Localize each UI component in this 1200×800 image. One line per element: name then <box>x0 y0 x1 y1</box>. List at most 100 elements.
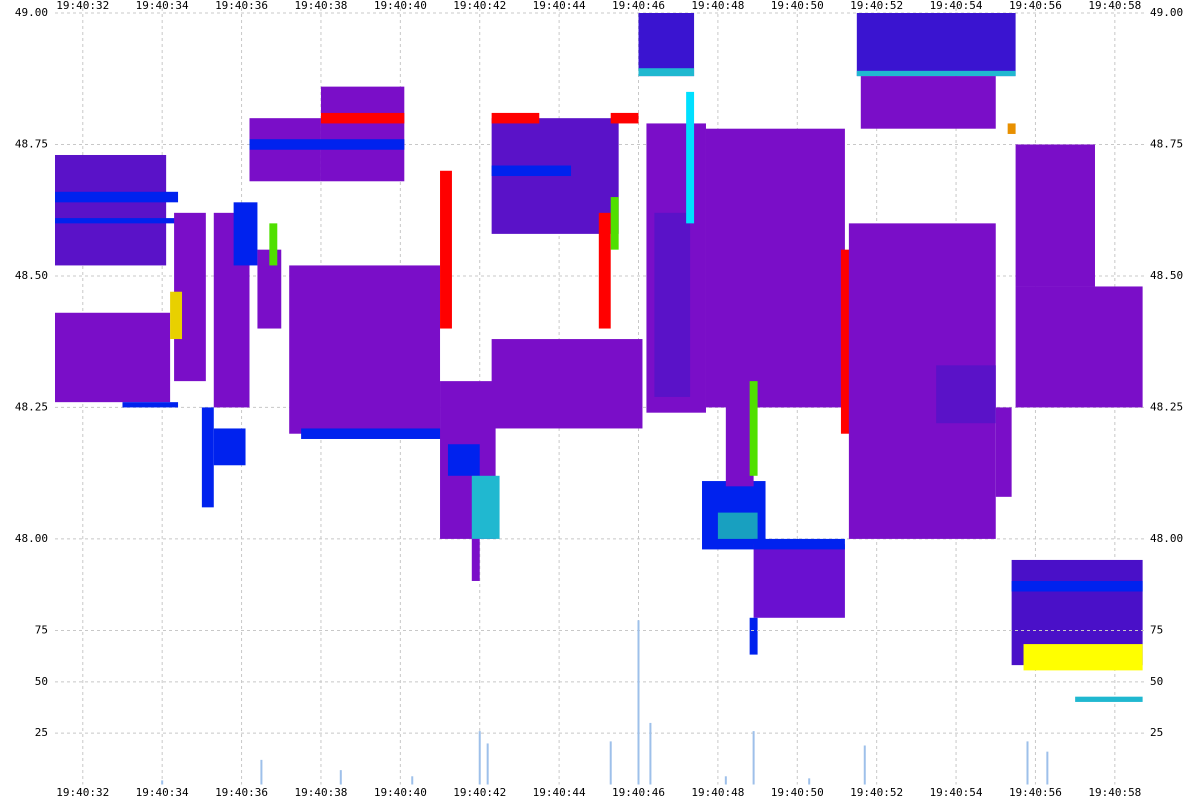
volume-bar <box>1046 751 1049 785</box>
depth-block <box>257 249 282 329</box>
depth-block <box>447 444 480 476</box>
y-tick-label-right: 48.50 <box>1150 269 1183 282</box>
x-tick-label-bottom: 19:40:36 <box>215 786 268 799</box>
depth-block <box>936 365 996 424</box>
x-tick-label-bottom: 19:40:32 <box>56 786 109 799</box>
depth-block <box>753 538 845 550</box>
x-tick-label-top: 19:40:42 <box>453 0 506 12</box>
volume-tick-label-left: 25 <box>35 726 48 739</box>
depth-block <box>610 112 639 124</box>
y-tick-label-left: 48.25 <box>15 400 48 413</box>
depth-block <box>491 112 540 124</box>
x-tick-label-bottom: 19:40:46 <box>612 786 665 799</box>
x-tick-label-top: 19:40:54 <box>930 0 983 12</box>
depth-block <box>269 223 278 266</box>
volume-bar <box>863 745 866 785</box>
x-tick-label-top: 19:40:32 <box>56 0 109 12</box>
depth-block <box>638 68 695 77</box>
depth-block <box>471 538 480 581</box>
volume-bar <box>724 776 727 785</box>
depth-block <box>1015 286 1143 408</box>
depth-block <box>610 197 619 250</box>
volume-bar <box>609 741 612 785</box>
volume-bar <box>649 722 652 785</box>
depth-block <box>1011 580 1143 592</box>
depth-block <box>55 218 183 224</box>
depth-block <box>491 165 572 177</box>
depth-block <box>491 339 643 429</box>
volume-bar <box>637 620 640 785</box>
x-tick-label-bottom: 19:40:54 <box>930 786 983 799</box>
y-tick-label-right: 48.00 <box>1150 532 1183 545</box>
x-tick-label-bottom: 19:40:38 <box>294 786 347 799</box>
depth-block <box>249 139 405 150</box>
x-tick-label-top: 19:40:34 <box>136 0 189 12</box>
x-tick-label-top: 19:40:50 <box>771 0 824 12</box>
depth-block <box>471 475 500 539</box>
x-tick-label-top: 19:40:48 <box>691 0 744 12</box>
x-tick-label-top: 19:40:40 <box>374 0 427 12</box>
volume-tick-label-right: 25 <box>1150 726 1163 739</box>
x-tick-label-bottom: 19:40:58 <box>1088 786 1141 799</box>
y-tick-label-right: 49.00 <box>1150 6 1183 19</box>
depth-block <box>1007 123 1016 134</box>
volume-bar <box>161 780 164 785</box>
y-tick-label-right: 48.75 <box>1150 137 1183 150</box>
depth-block <box>55 191 179 203</box>
depth-block <box>122 402 179 408</box>
depth-block <box>1015 144 1095 287</box>
volume-tick-label-right: 50 <box>1150 675 1163 688</box>
volume-bar <box>486 743 489 785</box>
volume-bar <box>478 731 481 785</box>
y-tick-label-right: 48.25 <box>1150 400 1183 413</box>
y-tick-label-left: 48.75 <box>15 137 48 150</box>
depth-block <box>320 112 405 124</box>
x-tick-label-bottom: 19:40:40 <box>374 786 427 799</box>
depth-block <box>725 354 754 487</box>
depth-block <box>1023 644 1143 671</box>
depth-block <box>856 12 1016 77</box>
depth-block <box>717 512 758 539</box>
x-tick-label-top: 19:40:58 <box>1088 0 1141 12</box>
depth-block <box>749 381 758 476</box>
volume-bar <box>411 776 414 785</box>
depth-block <box>55 312 171 403</box>
volume-bar <box>339 770 342 785</box>
x-tick-label-top: 19:40:56 <box>1009 0 1062 12</box>
depth-block <box>440 170 452 329</box>
y-tick-label-left: 48.50 <box>15 269 48 282</box>
x-tick-label-top: 19:40:36 <box>215 0 268 12</box>
depth-block <box>201 407 214 508</box>
y-tick-label-left: 48.00 <box>15 532 48 545</box>
volume-tick-label-left: 50 <box>35 675 48 688</box>
volume-tick-label-left: 75 <box>35 624 48 637</box>
y-tick-label-left: 49.00 <box>15 6 48 19</box>
x-tick-label-bottom: 19:40:34 <box>136 786 189 799</box>
volume-bar <box>752 731 755 785</box>
x-tick-label-bottom: 19:40:48 <box>691 786 744 799</box>
depth-block <box>995 407 1012 497</box>
depth-block <box>860 76 996 129</box>
x-tick-label-bottom: 19:40:50 <box>771 786 824 799</box>
x-tick-label-top: 19:40:46 <box>612 0 665 12</box>
depth-block <box>213 428 246 466</box>
x-tick-label-bottom: 19:40:56 <box>1009 786 1062 799</box>
x-tick-label-top: 19:40:44 <box>533 0 586 12</box>
depth-block <box>749 617 758 655</box>
volume-tick-label-right: 75 <box>1150 624 1163 637</box>
x-tick-label-bottom: 19:40:44 <box>533 786 586 799</box>
depth-block <box>598 212 611 329</box>
depth-block <box>840 249 853 434</box>
depth-block <box>638 12 695 77</box>
depth-block <box>289 265 441 434</box>
depth-block <box>55 154 167 266</box>
depth-block <box>320 86 405 182</box>
depth-block <box>753 544 845 618</box>
volume-bar <box>260 759 263 785</box>
depth-block <box>856 70 1016 77</box>
x-tick-label-top: 19:40:52 <box>850 0 903 12</box>
depth-block <box>654 212 691 397</box>
depth-block <box>233 202 258 266</box>
x-tick-label-bottom: 19:40:42 <box>453 786 506 799</box>
